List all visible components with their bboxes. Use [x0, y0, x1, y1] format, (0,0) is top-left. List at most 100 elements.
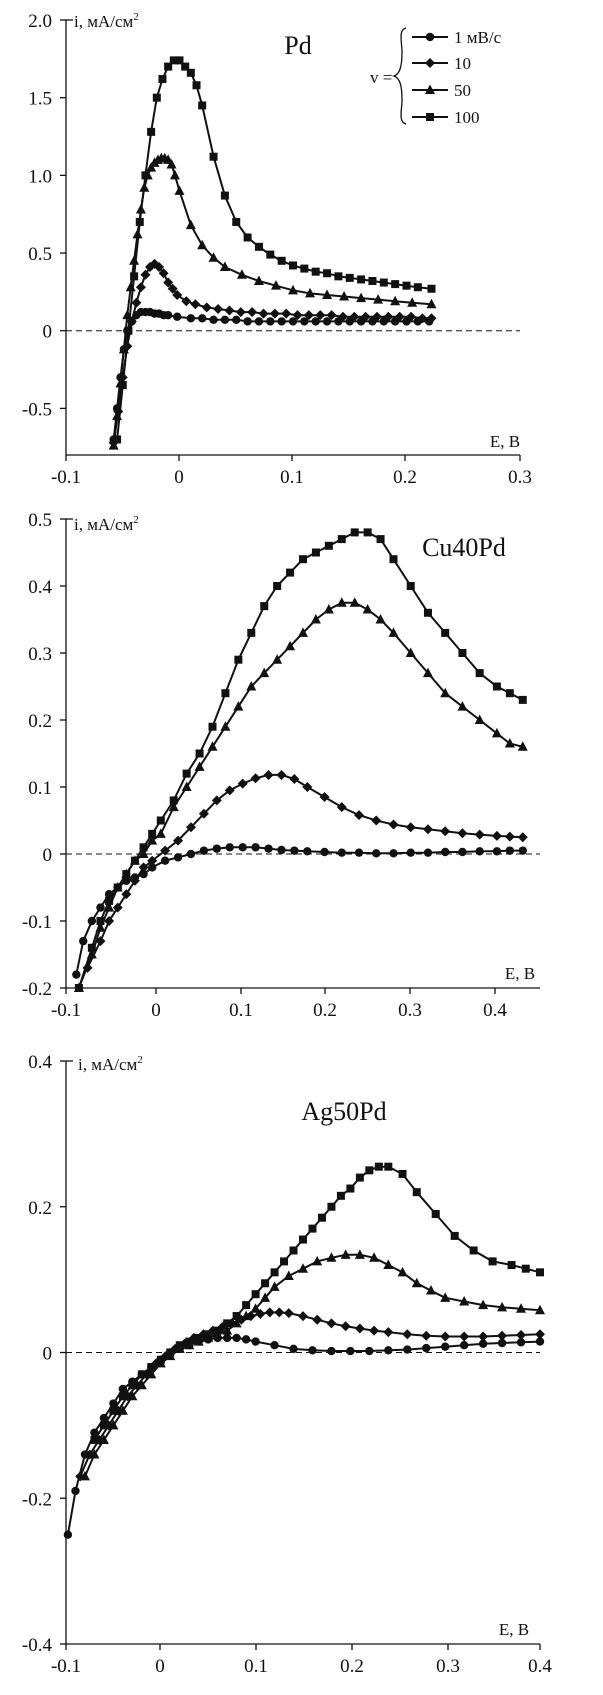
data-point — [207, 741, 218, 751]
data-point — [389, 555, 398, 564]
x-axis-label: E, В — [505, 964, 535, 983]
legend-prefix: v = — [370, 68, 392, 87]
data-point — [475, 847, 484, 856]
data-point — [402, 281, 411, 290]
data-point — [405, 647, 416, 657]
data-point — [232, 1312, 241, 1321]
data-point — [315, 310, 326, 321]
data-point — [369, 1252, 380, 1262]
legend-brace — [391, 27, 407, 125]
data-point — [263, 769, 274, 780]
data-point — [516, 1303, 527, 1313]
data-point — [402, 317, 411, 326]
data-point — [87, 916, 97, 926]
data-point — [355, 1173, 364, 1182]
data-point — [383, 311, 394, 322]
data-point — [79, 1470, 90, 1481]
data-point — [90, 1428, 99, 1437]
legend-label: 1 мВ/с — [454, 28, 502, 47]
data-point — [298, 1311, 308, 1322]
data-point — [317, 1213, 326, 1222]
data-point — [122, 870, 131, 879]
data-point — [192, 81, 201, 90]
data-point — [516, 1338, 526, 1347]
data-point — [423, 608, 432, 617]
x-tick-label: 0.1 — [244, 1656, 268, 1677]
data-point — [175, 56, 184, 65]
data-point — [391, 280, 400, 289]
data-point — [130, 272, 139, 281]
data-point — [478, 1299, 489, 1310]
data-point — [406, 848, 415, 857]
data-point — [156, 816, 165, 825]
data-point — [99, 1421, 108, 1430]
data-point — [349, 597, 360, 607]
data-point — [459, 1331, 470, 1342]
y-tick-label: 0.2 — [28, 1198, 52, 1219]
panel-title: Cu40Pd — [422, 533, 506, 562]
data-point — [261, 1279, 270, 1288]
data-point — [131, 297, 142, 308]
data-point — [290, 846, 299, 855]
data-point — [72, 970, 81, 979]
data-point — [158, 75, 167, 84]
data-point — [266, 317, 275, 326]
data-point — [478, 1339, 488, 1348]
data-point — [289, 773, 300, 784]
data-point — [108, 440, 119, 450]
x-tick-label: 0 — [155, 1656, 165, 1677]
data-point — [247, 307, 258, 318]
data-point — [186, 68, 195, 77]
data-point — [412, 1188, 421, 1197]
data-point — [186, 849, 196, 859]
data-point — [211, 795, 222, 806]
data-point — [213, 303, 224, 314]
data-point — [457, 701, 468, 711]
data-point — [475, 669, 484, 678]
y-tick-label: -0.1 — [22, 912, 52, 933]
y-tick-label: 0 — [43, 845, 53, 866]
data-point — [345, 273, 354, 282]
data-point — [441, 628, 450, 637]
data-point — [289, 1246, 298, 1255]
data-point — [426, 298, 437, 309]
data-point — [323, 603, 334, 614]
data-point — [289, 261, 297, 270]
data-point — [458, 847, 467, 857]
data-point — [299, 555, 307, 564]
data-point — [423, 848, 433, 857]
data-point — [264, 1307, 275, 1318]
y-tick-label: 0 — [43, 1344, 53, 1365]
data-point — [491, 830, 502, 841]
legend-label: 10 — [454, 54, 471, 73]
data-point — [431, 1210, 440, 1219]
data-point — [323, 269, 332, 278]
data-point — [63, 1530, 73, 1539]
data-point — [302, 782, 313, 792]
series-diamond — [75, 1307, 545, 1482]
data-point — [440, 826, 451, 837]
data-point — [234, 655, 243, 664]
data-point — [185, 822, 196, 833]
data-point — [458, 649, 467, 657]
data-point — [135, 217, 144, 226]
data-point — [308, 1346, 317, 1355]
data-point — [326, 310, 337, 321]
data-point — [208, 252, 219, 262]
data-point — [156, 1355, 165, 1364]
data-point — [365, 1166, 374, 1175]
y-tick-label: -0.5 — [22, 399, 52, 420]
data-point — [222, 1333, 232, 1343]
data-point — [310, 614, 321, 624]
x-tick-label: 0.2 — [313, 1000, 337, 1021]
data-point — [469, 1246, 478, 1255]
data-point — [198, 314, 207, 323]
data-point — [336, 1191, 345, 1200]
data-point — [173, 853, 183, 862]
data-point — [379, 278, 388, 287]
data-point — [417, 313, 428, 324]
data-point — [74, 984, 83, 992]
series-square — [113, 56, 436, 444]
data-point — [220, 191, 229, 200]
data-point — [190, 299, 201, 310]
